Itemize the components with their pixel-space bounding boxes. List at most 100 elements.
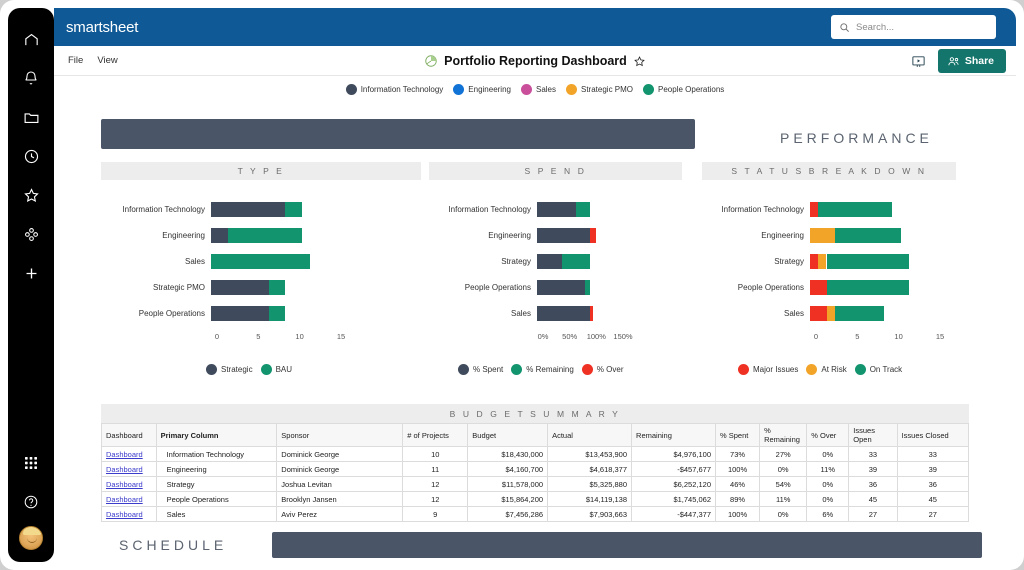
- cell-actual: $4,618,377: [547, 461, 633, 477]
- cell-sponsor: Brooklyn Jansen: [276, 491, 404, 507]
- share-label: Share: [964, 55, 994, 67]
- browse-folder-icon[interactable]: [16, 102, 46, 132]
- cell-pct-remaining: 0%: [759, 506, 808, 522]
- cell-issues-closed: 27: [896, 506, 970, 522]
- recents-clock-icon[interactable]: [16, 141, 46, 171]
- bar-track: [810, 254, 934, 269]
- x-axis: 0% 50% 100% 150%: [538, 332, 663, 344]
- table-body: Dashboard Information Technology Dominic…: [101, 446, 970, 522]
- bar-segment-major-issues: [810, 254, 819, 269]
- bar-segment-at-risk: [810, 228, 835, 243]
- axis-tick: 15: [336, 332, 346, 341]
- dashboard-link[interactable]: Dashboard: [106, 449, 143, 459]
- bar-track: [537, 202, 657, 217]
- legend-label: Strategic PMO: [581, 84, 634, 94]
- cell-remaining: $1,745,062: [631, 491, 716, 507]
- category-label: Strategic PMO: [152, 283, 205, 292]
- dashboard-link[interactable]: Dashboard: [106, 494, 143, 504]
- bar-segment-strategic: [211, 202, 286, 217]
- cell-issues-closed: 36: [896, 476, 970, 492]
- cell-pct-over: 6%: [806, 506, 850, 522]
- star-outline-icon[interactable]: [633, 55, 646, 68]
- bar-segment-bau: [211, 254, 311, 269]
- cell-remaining: -$447,377: [631, 506, 716, 522]
- menu-view[interactable]: View: [97, 55, 118, 66]
- bar-segment-over: [590, 306, 594, 321]
- bar-segment-bau: [268, 280, 286, 295]
- menu-file[interactable]: File: [68, 55, 84, 66]
- cell-primary: Engineering: [155, 461, 278, 477]
- legend-item-sales: Sales: [520, 83, 556, 95]
- home-icon[interactable]: [16, 24, 46, 54]
- bar-segment-major-issues: [810, 202, 819, 217]
- legend-label: Major Issues: [753, 365, 799, 374]
- dashboard-link[interactable]: Dashboard: [106, 479, 143, 489]
- avatar[interactable]: [19, 526, 43, 550]
- smartsheet-logo[interactable]: smartsheet: [66, 18, 139, 36]
- legend-item-major-issues: Major Issues: [738, 364, 798, 375]
- bar-track: [537, 254, 657, 269]
- cell-projects: 12: [402, 476, 469, 492]
- cell-dashboard-link[interactable]: Dashboard: [101, 476, 157, 492]
- dashboard-link[interactable]: Dashboard: [106, 509, 143, 519]
- chart-row: Engineering: [101, 228, 421, 243]
- present-monitor-icon[interactable]: [911, 54, 926, 69]
- axis-tick: 5: [855, 332, 860, 341]
- app-grid-icon[interactable]: [16, 448, 46, 478]
- legend-color-dot: [806, 364, 818, 375]
- legend-color-dot: [566, 83, 577, 95]
- legend-label: Engineering: [468, 84, 511, 94]
- bar-track: [810, 202, 934, 217]
- help-icon[interactable]: [16, 487, 46, 517]
- cell-dashboard-link[interactable]: Dashboard: [101, 506, 157, 522]
- legend-item-strategic-pmo: Strategic PMO: [566, 83, 634, 95]
- dashboard-link[interactable]: Dashboard: [106, 464, 143, 474]
- bar-segment-remaining: [575, 202, 591, 217]
- cell-dashboard-link[interactable]: Dashboard: [101, 446, 157, 462]
- category-label: Information Technology: [721, 205, 804, 214]
- axis-tick: 15: [935, 332, 945, 341]
- axis-tick: 0: [214, 332, 220, 341]
- cell-projects: 9: [402, 506, 469, 522]
- legend-label: % Remaining: [526, 365, 574, 374]
- pie-chart-icon: [425, 55, 437, 67]
- legend-label: % Spent: [473, 365, 504, 374]
- legend-item-pct-spent: % Spent: [458, 364, 503, 375]
- search-icon: [840, 22, 849, 32]
- status-breakdown-chart: Information Technology Engineering Strat…: [702, 202, 956, 344]
- table-row: Dashboard Sales Aviv Perez 9 $7,456,286 …: [101, 506, 970, 522]
- dashboard-menubar: File View Portfolio Reporting Dashboard …: [54, 46, 1016, 76]
- legend-color-dot: [260, 364, 272, 375]
- bar-track: [211, 306, 397, 321]
- cell-issues-open: 33: [848, 446, 898, 462]
- cell-actual: $7,903,663: [547, 506, 633, 522]
- type-chart-legend: Strategic BAU: [206, 364, 292, 375]
- cell-issues-closed: 45: [896, 491, 970, 507]
- cell-primary: Information Technology: [155, 446, 278, 462]
- legend-item-on-track: On Track: [854, 364, 902, 375]
- solutions-icon[interactable]: [16, 219, 46, 249]
- cell-dashboard-link[interactable]: Dashboard: [101, 461, 157, 477]
- create-plus-icon[interactable]: [16, 258, 46, 288]
- cell-dashboard-link[interactable]: Dashboard: [101, 491, 157, 507]
- title-group: Portfolio Reporting Dashboard: [54, 46, 1016, 76]
- cell-issues-closed: 33: [896, 446, 970, 462]
- chart-row: Engineering: [702, 228, 956, 243]
- col-sponsor: Sponsor: [276, 423, 404, 447]
- legend-color-dot: [854, 364, 866, 375]
- notifications-icon[interactable]: [16, 63, 46, 93]
- search-input[interactable]: [856, 21, 986, 33]
- legend-item-pct-over: % Over: [581, 364, 624, 375]
- category-label: Sales: [783, 309, 804, 318]
- bar-segment-strategic: [211, 280, 269, 295]
- cell-primary: Sales: [155, 506, 278, 522]
- cell-issues-open: 45: [848, 491, 898, 507]
- global-search[interactable]: [831, 15, 996, 39]
- bar-track: [211, 254, 397, 269]
- favorites-star-icon[interactable]: [16, 180, 46, 210]
- bar-segment-over: [590, 228, 597, 243]
- share-button[interactable]: Share: [937, 49, 1006, 73]
- x-axis: 0 5 10 15: [214, 332, 403, 344]
- category-label: Engineering: [761, 231, 804, 240]
- bar-segment-on-track: [826, 280, 910, 295]
